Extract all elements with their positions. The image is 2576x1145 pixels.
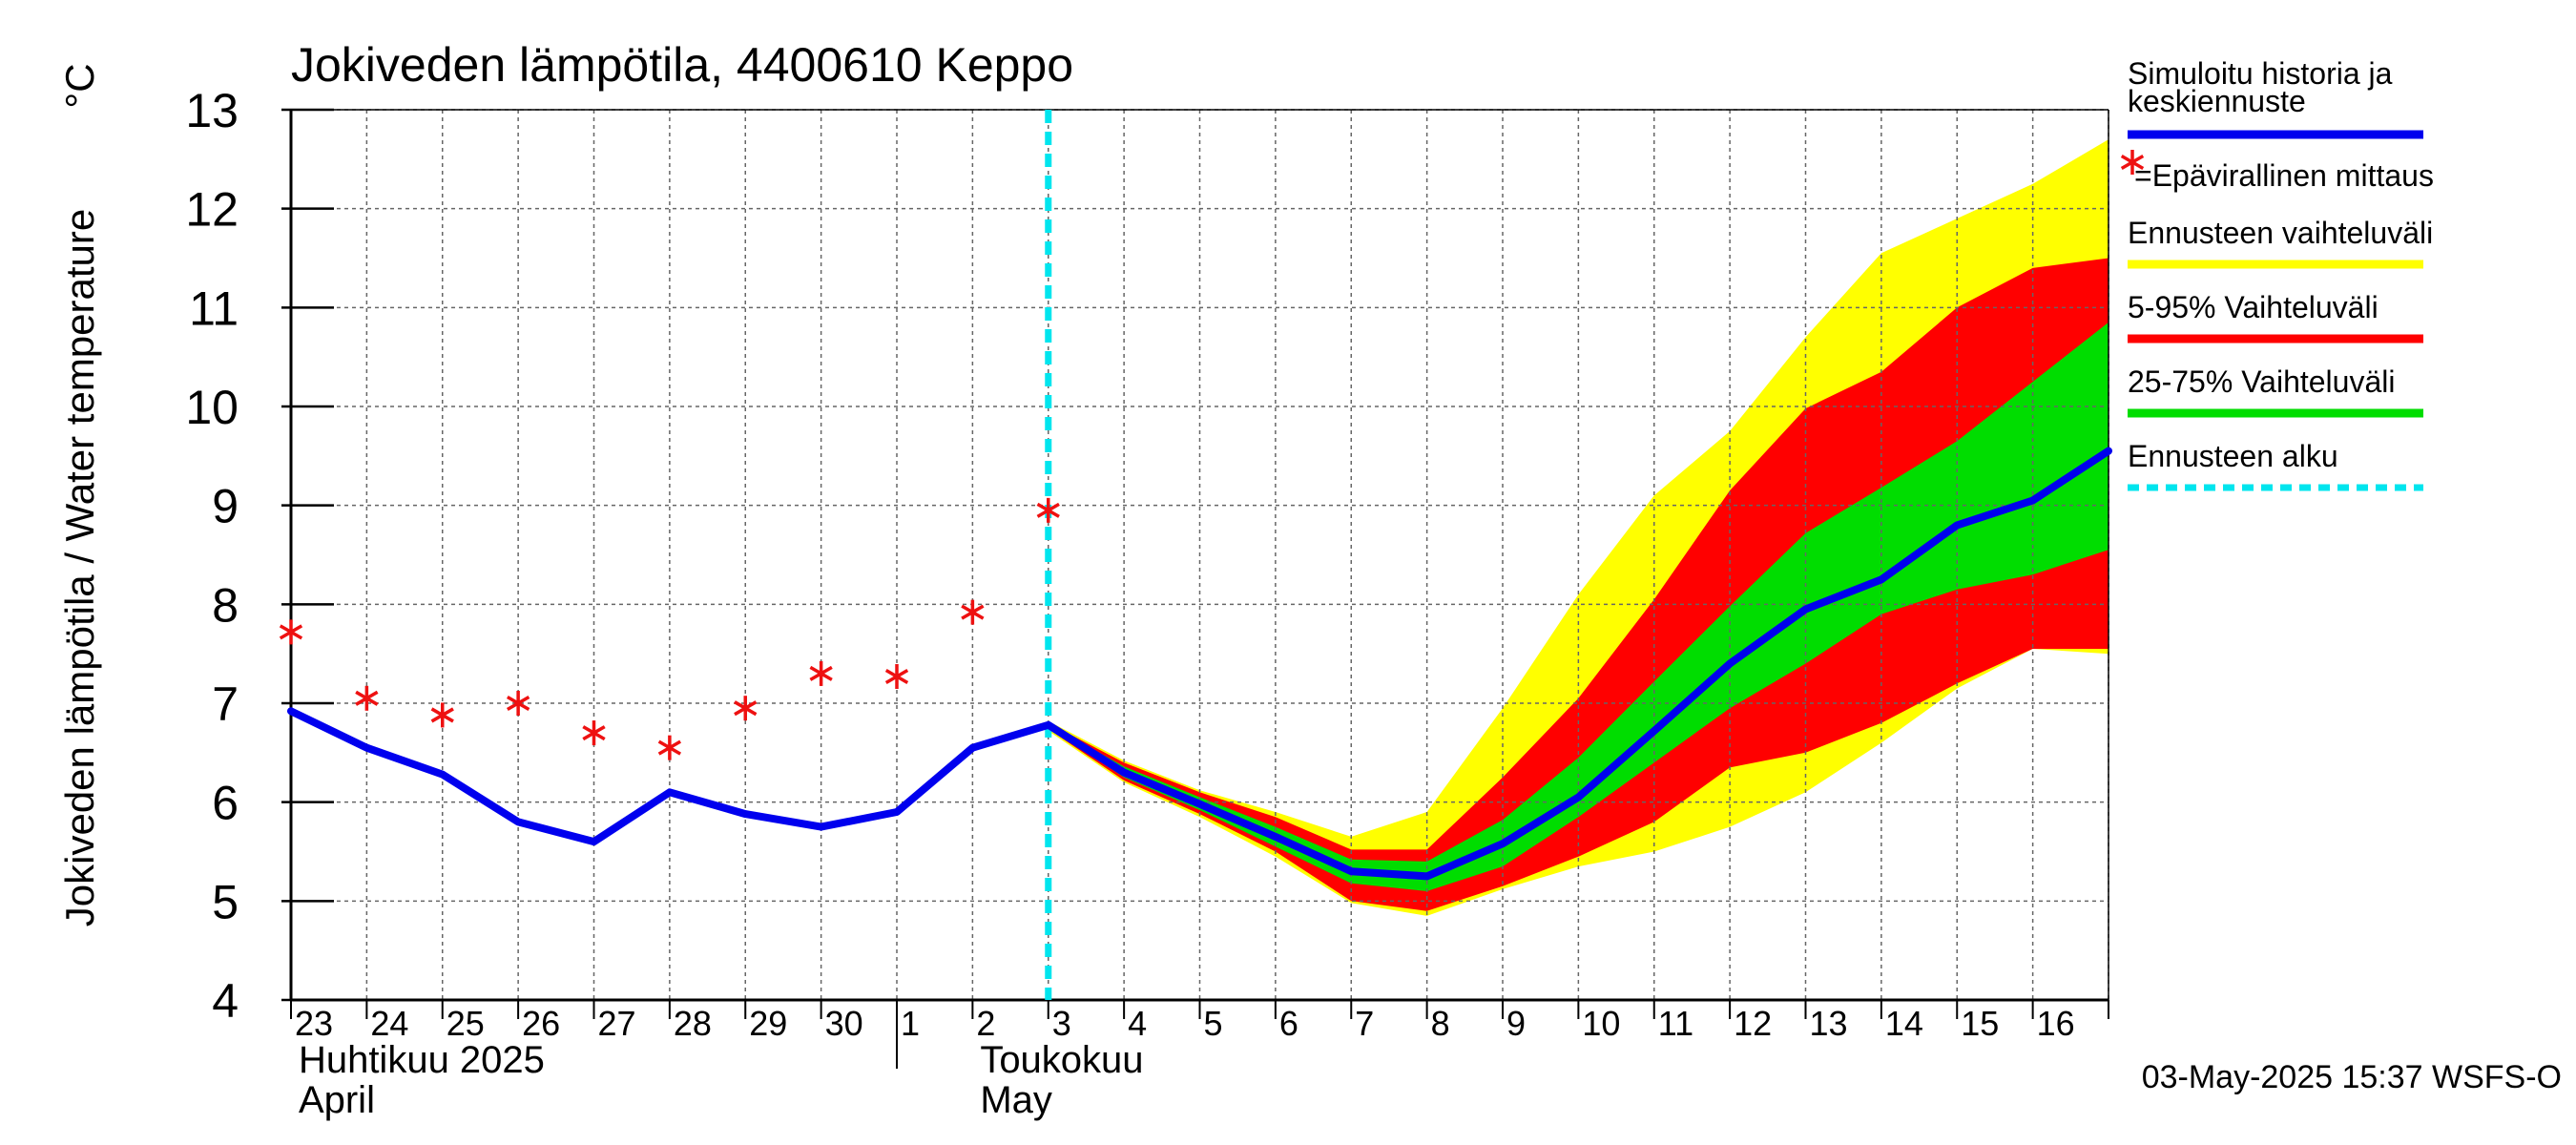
chart-title: Jokiveden lämpötila, 4400610 Keppo [291,38,1073,92]
observation-point [430,702,454,728]
x-tick-label: 10 [1582,1004,1620,1043]
legend-label: Ennusteen alku [2128,439,2338,473]
y-tick-label: 8 [212,578,239,632]
y-tick-label: 11 [189,281,239,335]
observation-point [1036,497,1060,523]
band-5-95 [1048,258,2109,911]
x-tick-label: 11 [1658,1004,1693,1043]
observation-point [506,691,530,716]
x-tick-label: 28 [674,1004,712,1043]
observation-point [657,735,682,760]
y-tick-label: 7 [212,677,239,731]
legend-label: 5-95% Vaihteluväli [2128,290,2379,324]
legend-swatch [2120,150,2145,175]
x-tick-label: 25 [447,1004,485,1043]
x-tick-label: 27 [598,1004,636,1043]
observation-point [809,660,833,686]
x-tick-label: 12 [1734,1004,1772,1043]
month-label: Huhtikuu 2025 [299,1039,545,1081]
y-tick-label: 6 [212,777,239,830]
x-tick-label: 14 [1885,1004,1923,1043]
series-simulated-line [287,447,2112,881]
observation-point [961,599,985,625]
y-tick-label: 12 [185,183,239,237]
x-tick-label: 2 [976,1004,995,1043]
y-axis-label: Jokiveden lämpötila / Water temperature [57,209,102,926]
x-tick-label: 24 [370,1004,408,1043]
x-tick-label: 3 [1052,1004,1071,1043]
x-tick-label: 5 [1204,1004,1223,1043]
month-label-english: May [980,1079,1052,1121]
legend-label: Simuloitu historia ja [2128,56,2393,91]
month-label-english: April [299,1079,375,1121]
x-tick-label: 13 [1810,1004,1848,1043]
x-tick-label: 15 [1961,1004,1999,1043]
legend-label: 25-75% Vaihteluväli [2128,364,2395,399]
observation-point [734,696,758,721]
observation-point [279,619,303,645]
x-tick-label: 29 [749,1004,787,1043]
observation-point [355,685,379,711]
y-axis-unit: °C [57,63,102,108]
month-label: Toukokuu [980,1039,1143,1081]
x-tick-label: 8 [1431,1004,1450,1043]
x-tick-label: 23 [295,1004,333,1043]
x-tick-label: 30 [825,1004,863,1043]
y-tick-label: 4 [212,974,239,1028]
series-layer [279,447,2112,881]
x-tick-label: 9 [1506,1004,1526,1043]
x-tick-label: 6 [1279,1004,1298,1043]
y-tick-label: 10 [185,381,239,434]
x-tick-label: 26 [522,1004,560,1043]
observation-point [582,720,606,746]
y-tick-label: 5 [212,875,239,928]
y-tick-label: 9 [212,480,239,533]
x-tick-label: 1 [901,1004,920,1043]
y-tick-label: 13 [185,84,239,137]
legend-label: keskiennuste [2128,84,2306,118]
footer-timestamp: 03-May-2025 15:37 WSFS-O [2142,1059,2562,1095]
x-tick-label: 4 [1128,1004,1147,1043]
x-tick-label: 7 [1355,1004,1374,1043]
legend-label: Ennusteen vaihteluväli [2128,216,2433,250]
x-tick-label: 16 [2037,1004,2075,1043]
legend-label: =Epävirallinen mittaus [2134,158,2434,193]
observation-point [884,664,909,690]
